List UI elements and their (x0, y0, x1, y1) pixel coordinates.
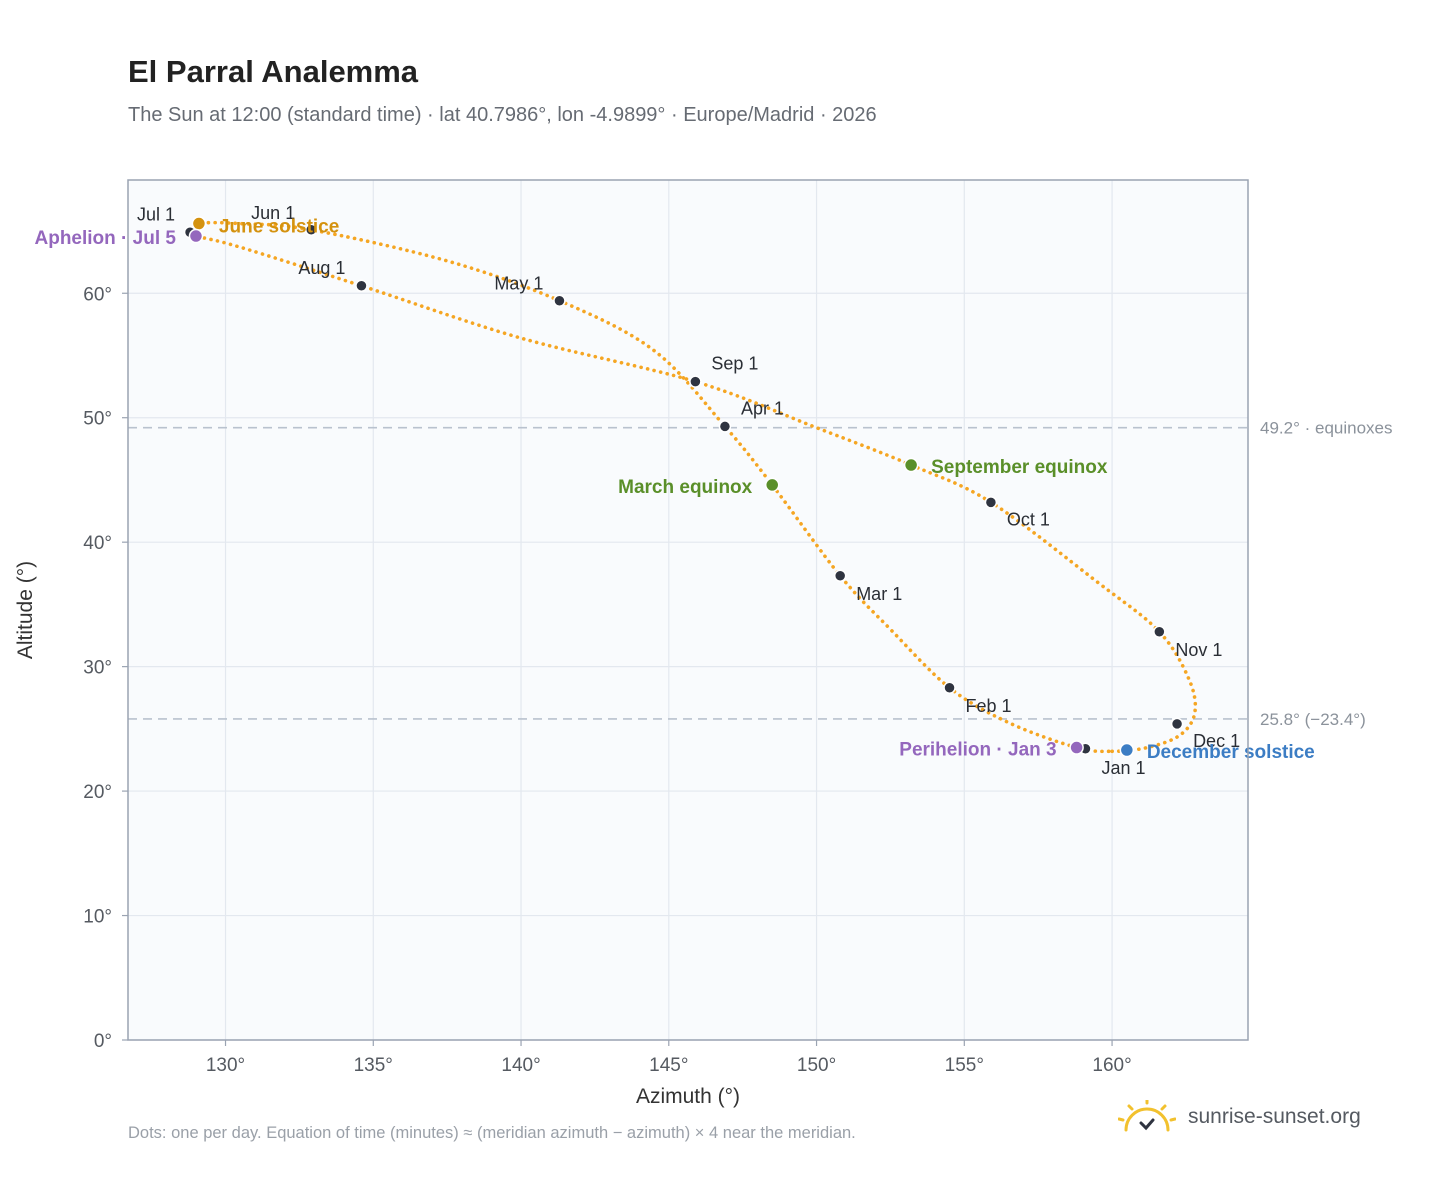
x-tick-label: 150° (797, 1055, 836, 1076)
month-marker-label: Oct 1 (1007, 509, 1050, 529)
month-marker-label: Jul 1 (137, 204, 175, 224)
event-marker-label: Aphelion · Jul 5 (35, 228, 177, 249)
x-tick-label: 130° (206, 1055, 245, 1076)
plot-frame (127, 179, 1249, 1041)
event-marker-dot (764, 477, 780, 493)
event-marker-label: December solstice (1147, 742, 1315, 763)
month-marker-dot (1153, 625, 1166, 639)
y-tick-label: 0° (94, 1031, 112, 1052)
event-marker-dot (1069, 740, 1084, 755)
x-tick-label: 140° (501, 1055, 540, 1076)
plot-background (128, 180, 1248, 1040)
y-tick-label: 30° (83, 658, 112, 679)
month-marker-dot (553, 294, 566, 307)
month-marker-dot (304, 223, 318, 237)
event-marker-dot (903, 457, 919, 473)
y-tick-label: 40° (83, 533, 112, 554)
reference-line-label: 25.8° (−23.4°) (1260, 710, 1366, 729)
x-tick-label: 160° (1092, 1055, 1131, 1076)
month-marker-dot (833, 569, 847, 583)
event-marker-dot (1119, 742, 1135, 758)
event-markers: March equinox September equinox June solst… (35, 216, 1315, 763)
reference-line-label: 49.2° · equinoxes (1260, 419, 1393, 438)
month-marker-label: Nov 1 (1175, 640, 1222, 660)
chart-title: El Parral Analemma (128, 54, 419, 89)
month-marker-dot (943, 681, 956, 695)
sun-logo-icon (1118, 1100, 1176, 1132)
y-tick-label: 50° (83, 409, 112, 430)
month-marker-label: Jan 1 (1101, 758, 1145, 778)
x-axis-label: Azimuth (°) (636, 1085, 740, 1108)
event-marker-label: June solstice (219, 217, 339, 238)
month-marker-dot (984, 496, 998, 509)
month-marker-label: Aug 1 (298, 258, 345, 278)
brand-name: sunrise-sunset.org (1188, 1105, 1361, 1128)
month-marker-dot (1170, 717, 1184, 731)
month-marker-label: Jun 1 (251, 203, 295, 223)
reference-lines: 49.2° · equinoxes 25.8° (−23.4°) (128, 419, 1393, 729)
y-tick-label: 20° (83, 782, 112, 803)
month-marker-label: Feb 1 (966, 696, 1012, 716)
event-marker-dot (188, 228, 204, 244)
x-tick-label: 135° (354, 1055, 393, 1076)
month-marker-dot (718, 420, 732, 433)
month-markers: Jan 1 Feb 1 Mar 1 Apr 1 May 1 Jun 1 Jul 1 Aug 1… (137, 203, 1240, 778)
y-tick-label: 60° (83, 284, 112, 305)
brand[interactable]: sunrise-sunset.org (1118, 1100, 1361, 1134)
month-marker-dot (355, 279, 368, 293)
month-marker-label: May 1 (494, 274, 543, 294)
month-marker-label: Apr 1 (741, 398, 784, 418)
month-marker-label: Mar 1 (856, 584, 902, 604)
y-axis-label: Altitude (°) (14, 561, 37, 659)
y-tick-label: 10° (83, 907, 112, 928)
footnote: Dots: one per day. Equation of time (min… (128, 1124, 856, 1142)
event-marker-label: September equinox (931, 457, 1108, 478)
event-marker-dot (191, 216, 207, 231)
event-marker-label: March equinox (618, 477, 753, 498)
x-tick-label: 155° (945, 1055, 984, 1076)
month-marker-dot (689, 375, 702, 388)
month-marker-label: Sep 1 (711, 354, 758, 374)
x-tick-label: 145° (649, 1055, 688, 1076)
event-marker-label: Perihelion · Jan 3 (899, 740, 1056, 761)
axis-ticks: 130° 135° 140° 145° 150° 155° 160° 0° 10° 20° 30° 4… (83, 284, 1131, 1076)
chart-subtitle: The Sun at 12:00 (standard time) · lat 4… (128, 104, 877, 126)
month-marker-label: Dec 1 (1193, 731, 1240, 751)
